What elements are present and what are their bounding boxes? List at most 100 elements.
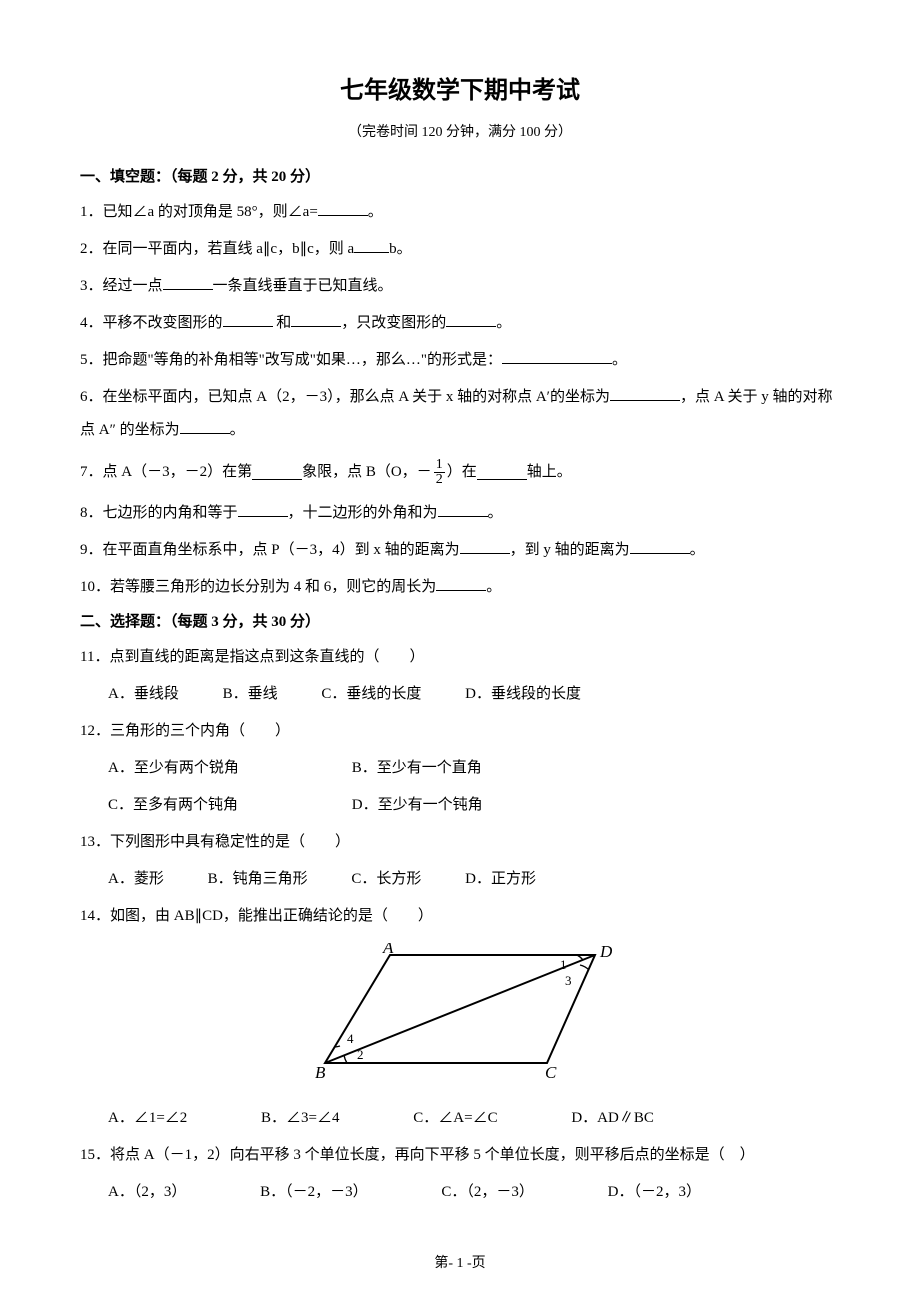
q8-blank1 [238, 502, 288, 517]
q4-text-c: ，只改变图形的 [341, 315, 446, 331]
q3-text-b: 一条直线垂直于已知直线。 [213, 278, 393, 294]
q14: 14．如图，由 AB∥CD，能推出正确结论的是（ ） [80, 900, 840, 933]
label-2: 2 [357, 1047, 364, 1062]
angle3-arc [580, 965, 589, 970]
q13: 13．下列图形中具有稳定性的是（ ） [80, 826, 840, 859]
q8-text-c: 。 [488, 505, 503, 521]
q13-option-b: B．钝角三角形 [208, 863, 308, 896]
q15-options: A．（2，3） B．（－2，－3） C．（2，－3） D．（－2，3） [80, 1176, 840, 1209]
q8: 8．七边形的内角和等于，十二边形的外角和为。 [80, 497, 840, 530]
angle2-arc [344, 1055, 347, 1063]
q15: 15．将点 A（－1，2）向右平移 3 个单位长度，再向下平移 5 个单位长度，… [80, 1139, 840, 1172]
q2-text-b: b。 [389, 241, 412, 257]
label-B: B [315, 1063, 326, 1082]
q4-blank3 [446, 312, 496, 327]
label-C: C [545, 1063, 557, 1082]
q14-options: A．∠1=∠2 B．∠3=∠4 C．∠A=∠C D．AD∥BC [80, 1102, 840, 1135]
q6-text-a: 6．在坐标平面内，已知点 A（2，－3），那么点 A 关于 x 轴的对称点 A′… [80, 389, 610, 405]
q12-options-row2: C．至多有两个钝角 D．至少有一个钝角 [80, 789, 840, 822]
q7-text-b: 象限，点 B（O，－ [302, 451, 432, 493]
q11-options: A．垂线段 B．垂线 C．垂线的长度 D．垂线段的长度 [80, 678, 840, 711]
label-1: 1 [560, 957, 567, 972]
q2-blank [354, 238, 389, 253]
q13-option-a: A．菱形 [108, 863, 164, 896]
q14-option-b: B．∠3=∠4 [261, 1102, 339, 1135]
q14-option-d: D．AD∥BC [571, 1102, 654, 1135]
q6-blank2 [180, 419, 230, 434]
q12-option-b: B．至少有一个直角 [352, 752, 482, 785]
q14-option-c: C．∠A=∠C [413, 1102, 497, 1135]
q11-option-c: C．垂线的长度 [321, 678, 421, 711]
q15-option-c: C．（2，－3） [441, 1176, 534, 1209]
q9-blank2 [630, 539, 690, 554]
q9-text-b: ，到 y 轴的距离为 [510, 542, 630, 558]
q5-text-a: 5．把命题"等角的补角相等"改写成"如果…，那么…"的形式是： [80, 352, 502, 368]
q3: 3．经过一点 一条直线垂直于已知直线。 [80, 270, 840, 303]
q4-text-d: 。 [496, 315, 511, 331]
q5: 5．把命题"等角的补角相等"改写成"如果…，那么…"的形式是： 。 [80, 344, 840, 377]
q9-blank1 [460, 539, 510, 554]
q11: 11．点到直线的距离是指这点到这条直线的（ ） [80, 641, 840, 674]
q10: 10．若等腰三角形的边长分别为 4 和 6，则它的周长为 。 [80, 571, 840, 604]
q8-text-b: ，十二边形的外角和为 [288, 505, 438, 521]
q10-text-b: 。 [486, 579, 501, 595]
label-A: A [382, 943, 394, 957]
q7-fraction: 12 [434, 458, 445, 487]
q4: 4．平移不改变图形的 和，只改变图形的。 [80, 307, 840, 340]
q4-text-a: 4．平移不改变图形的 [80, 315, 223, 331]
q15-option-b: B．（－2，－3） [260, 1176, 368, 1209]
page-subtitle: （完卷时间 120 分钟，满分 100 分） [80, 121, 840, 141]
q9-text-a: 9．在平面直角坐标系中，点 P（－3，4）到 x 轴的距离为 [80, 542, 460, 558]
q12-options-row1: A．至少有两个锐角 B．至少有一个直角 [80, 752, 840, 785]
q11-option-b: B．垂线 [223, 678, 278, 711]
q1-text-b: 。 [368, 204, 383, 220]
q7-text-c: ）在 [447, 451, 477, 493]
q7-frac-num: 1 [434, 458, 445, 472]
q11-option-a: A．垂线段 [108, 678, 179, 711]
q4-blank1 [223, 312, 273, 327]
q6-blank1 [610, 386, 680, 401]
q1-blank [318, 201, 368, 216]
page-title: 七年级数学下期中考试 [80, 70, 840, 105]
q3-blank [163, 275, 213, 290]
q5-blank [502, 349, 612, 364]
q12: 12．三角形的三个内角（ ） [80, 715, 840, 748]
q9: 9．在平面直角坐标系中，点 P（－3，4）到 x 轴的距离为 ，到 y 轴的距离为… [80, 534, 840, 567]
q7: 7．点 A（－3，－2）在第 象限，点 B（O，－12）在 轴上。 [80, 451, 840, 493]
geometry-diagram: A B C D 1 3 2 4 [295, 943, 625, 1083]
q1-text-a: 1．已知∠a 的对顶角是 58°，则∠a= [80, 204, 318, 220]
q1: 1．已知∠a 的对顶角是 58°，则∠a= 。 [80, 196, 840, 229]
q5-text-b: 。 [612, 352, 627, 368]
q7-text-d: 轴上。 [527, 451, 572, 493]
label-4: 4 [347, 1031, 354, 1046]
q9-text-c: 。 [690, 542, 705, 558]
q12-option-c: C．至多有两个钝角 [108, 789, 308, 822]
q15-option-d: D．（－2，3） [608, 1176, 701, 1209]
q12-option-d: D．至少有一个钝角 [352, 789, 483, 822]
page-footer: 第- 1 -页 [0, 1252, 920, 1272]
q11-option-d: D．垂线段的长度 [465, 678, 581, 711]
q15-option-a: A．（2，3） [108, 1176, 186, 1209]
q7-blank1 [252, 465, 302, 480]
q6-text-c: 。 [230, 422, 245, 438]
q7-text-a: 7．点 A（－3，－2）在第 [80, 451, 252, 493]
label-3: 3 [565, 973, 572, 988]
q2-text-a: 2．在同一平面内，若直线 a∥c，b∥c，则 a [80, 241, 354, 257]
q10-blank [436, 576, 486, 591]
q3-text-a: 3．经过一点 [80, 278, 163, 294]
q13-options: A．菱形 B．钝角三角形 C．长方形 D．正方形 [80, 863, 840, 896]
q8-blank2 [438, 502, 488, 517]
section2-header: 二、选择题：（每题 3 分，共 30 分） [80, 610, 840, 631]
q10-text-a: 10．若等腰三角形的边长分别为 4 和 6，则它的周长为 [80, 579, 436, 595]
q14-option-a: A．∠1=∠2 [108, 1102, 187, 1135]
q14-figure: A B C D 1 3 2 4 [80, 943, 840, 1088]
q6: 6．在坐标平面内，已知点 A（2，－3），那么点 A 关于 x 轴的对称点 A′… [80, 381, 840, 447]
q4-blank2 [291, 312, 341, 327]
q13-option-d: D．正方形 [465, 863, 536, 896]
q12-option-a: A．至少有两个锐角 [108, 752, 308, 785]
label-D: D [599, 943, 613, 961]
q7-blank2 [477, 465, 527, 480]
section1-header: 一、填空题：（每题 2 分，共 20 分） [80, 165, 840, 186]
q7-frac-den: 2 [434, 472, 445, 487]
q13-option-c: C．长方形 [351, 863, 421, 896]
